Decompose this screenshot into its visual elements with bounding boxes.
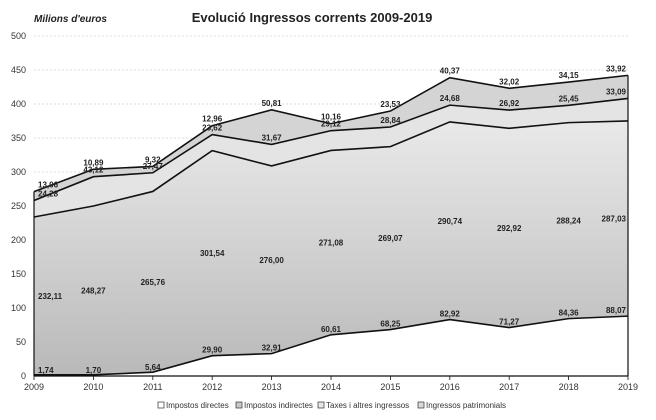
area-ingressos-patrimonials	[34, 75, 628, 201]
label-taxes-altres: 25,45	[559, 94, 580, 103]
label-patrimonials: 33,92	[606, 64, 627, 73]
label-patrimonials: 12,96	[202, 115, 223, 124]
label-patrimonials: 13,06	[38, 181, 59, 190]
label-impostos-directes: 82,92	[440, 310, 461, 319]
legend-impostos-directes-label: Impostos directes	[166, 401, 229, 410]
series-line	[33, 97, 629, 202]
x-tick-label: 2015	[380, 382, 400, 392]
label-impostos-indirectes: 269,07	[378, 234, 403, 243]
x-tick-label: 2012	[202, 382, 222, 392]
label-taxes-altres: 27,47	[143, 162, 164, 171]
label-impostos-indirectes: 292,92	[497, 224, 522, 233]
label-impostos-directes: 1,70	[86, 366, 102, 375]
label-impostos-directes: 60,61	[321, 325, 342, 334]
chart-title: Evolució Ingressos corrents 2009-2019	[192, 10, 433, 25]
y-tick-label: 400	[11, 99, 26, 109]
legend-impostos-indirectes-swatch	[235, 401, 243, 409]
x-tick-label: 2017	[499, 382, 519, 392]
y-tick-label: 450	[11, 65, 26, 75]
label-patrimonials: 10,89	[83, 158, 104, 167]
label-patrimonials: 50,81	[262, 99, 283, 108]
label-taxes-altres: 24,28	[38, 189, 59, 198]
label-impostos-directes: 84,36	[559, 309, 580, 318]
series-line	[33, 74, 629, 193]
y-axis-unit-label: Milions d'euros	[34, 14, 107, 25]
label-taxes-altres: 26,92	[499, 99, 520, 108]
label-patrimonials: 23,53	[380, 100, 401, 109]
label-impostos-indirectes: 271,08	[319, 239, 344, 248]
label-taxes-altres: 31,67	[262, 133, 283, 142]
area-impostos-directes	[34, 316, 628, 376]
label-taxes-altres: 43,12	[83, 166, 104, 175]
label-impostos-directes: 71,27	[499, 318, 520, 327]
label-taxes-altres: 33,09	[606, 87, 627, 96]
legend-patrimonials-swatch	[417, 401, 425, 409]
label-taxes-altres: 24,68	[440, 94, 461, 103]
label-impostos-directes: 1,74	[38, 366, 54, 375]
label-impostos-indirectes: 265,76	[141, 278, 166, 287]
label-taxes-altres: 29,12	[321, 120, 342, 129]
label-impostos-indirectes: 301,54	[200, 249, 225, 258]
y-tick-label: 50	[16, 337, 26, 347]
x-tick-label: 2016	[440, 382, 460, 392]
y-tick-label: 500	[11, 31, 26, 41]
legend-taxes-altres-swatch	[317, 401, 325, 409]
label-patrimonials: 10,16	[321, 113, 342, 122]
series-line	[33, 315, 629, 376]
label-impostos-indirectes: 276,00	[259, 256, 284, 265]
x-tick-label: 2009	[24, 382, 44, 392]
label-patrimonials: 40,37	[440, 67, 461, 76]
y-tick-label: 350	[11, 133, 26, 143]
legend-taxes-altres-label: Taxes i altres ingressos	[326, 401, 409, 410]
x-tick-label: 2010	[83, 382, 103, 392]
y-tick-label: 300	[11, 167, 26, 177]
label-impostos-directes: 5,64	[145, 363, 161, 372]
legend-impostos-indirectes-label: Impostos indirectes	[244, 401, 313, 410]
legend-patrimonials-label: Ingressos patrimonials	[426, 401, 506, 410]
label-taxes-altres: 23,62	[202, 124, 223, 133]
y-tick-label: 150	[11, 269, 26, 279]
label-impostos-indirectes: 290,74	[438, 217, 463, 226]
area-impostos-indirectes	[34, 120, 628, 375]
area-taxes-altres-ingressos	[34, 98, 628, 217]
label-patrimonials: 9,32	[145, 155, 161, 164]
y-tick-label: 250	[11, 201, 26, 211]
y-tick-label: 100	[11, 303, 26, 313]
label-patrimonials: 34,15	[559, 71, 580, 80]
label-impostos-directes: 88,07	[606, 306, 627, 315]
label-patrimonials: 32,02	[499, 77, 520, 86]
x-tick-label: 2013	[262, 382, 282, 392]
x-tick-label: 2011	[143, 382, 162, 392]
label-impostos-indirectes: 248,27	[81, 286, 106, 295]
series-line	[33, 120, 629, 218]
label-taxes-altres: 28,84	[380, 116, 401, 125]
label-impostos-directes: 68,25	[380, 320, 401, 329]
label-impostos-directes: 32,91	[262, 344, 283, 353]
y-tick-label: 200	[11, 235, 26, 245]
label-impostos-indirectes: 232,11	[38, 292, 63, 301]
label-impostos-indirectes: 287,03	[602, 215, 627, 224]
x-tick-label: 2019	[618, 382, 638, 392]
label-impostos-indirectes: 288,24	[556, 217, 581, 226]
label-impostos-directes: 29,90	[202, 346, 223, 355]
x-tick-label: 2014	[321, 382, 341, 392]
y-tick-label: 0	[21, 371, 26, 381]
legend-impostos-directes-swatch	[157, 401, 165, 409]
x-tick-label: 2018	[559, 382, 579, 392]
